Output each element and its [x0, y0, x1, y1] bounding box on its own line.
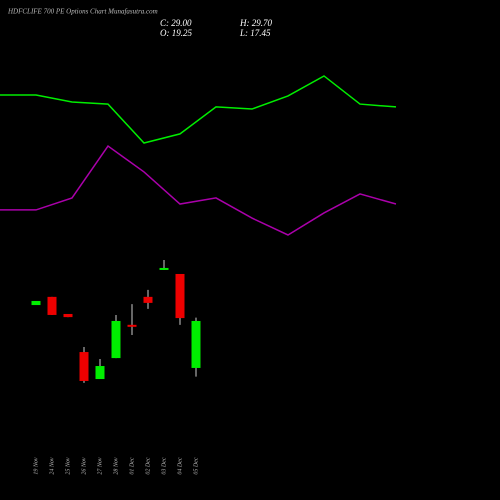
candle-body: [175, 273, 185, 319]
high-label: H: 29.70: [239, 18, 272, 28]
candle-body: [95, 366, 105, 380]
open-label: O: 19.25: [160, 28, 192, 38]
x-tick-label: 25 Nov: [65, 457, 71, 475]
x-tick-label: 02 Dec: [145, 457, 151, 474]
candle-body: [159, 267, 169, 270]
chart-title: HDFCLIFE 700 PE Options Chart Munafasutr…: [7, 8, 158, 16]
x-tick-label: 19 Nov: [33, 457, 39, 475]
low-label: L: 17.45: [239, 28, 271, 38]
candle-body: [31, 300, 41, 306]
x-tick-label: 03 Dec: [161, 457, 167, 474]
x-tick-label: 28 Nov: [113, 457, 119, 475]
x-tick-label: 05 Dec: [193, 457, 199, 474]
indicator-line: [0, 145, 397, 236]
indicator-line: [0, 75, 397, 144]
candle-body: [79, 352, 89, 381]
close-label: C: 29.00: [160, 18, 192, 28]
candle-body: [191, 320, 201, 368]
x-tick-label: 24 Nov: [48, 457, 55, 475]
x-tick-label: 01 Dec: [129, 457, 135, 474]
x-tick-label: 27 Nov: [97, 457, 103, 475]
candle-body: [63, 313, 73, 318]
candle-body: [47, 296, 57, 315]
x-tick-label: 04 Dec: [176, 457, 183, 474]
candle-body: [127, 324, 137, 327]
candle-body: [111, 320, 121, 359]
candle-body: [143, 296, 153, 303]
x-tick-label: 26 Nov: [81, 457, 87, 475]
